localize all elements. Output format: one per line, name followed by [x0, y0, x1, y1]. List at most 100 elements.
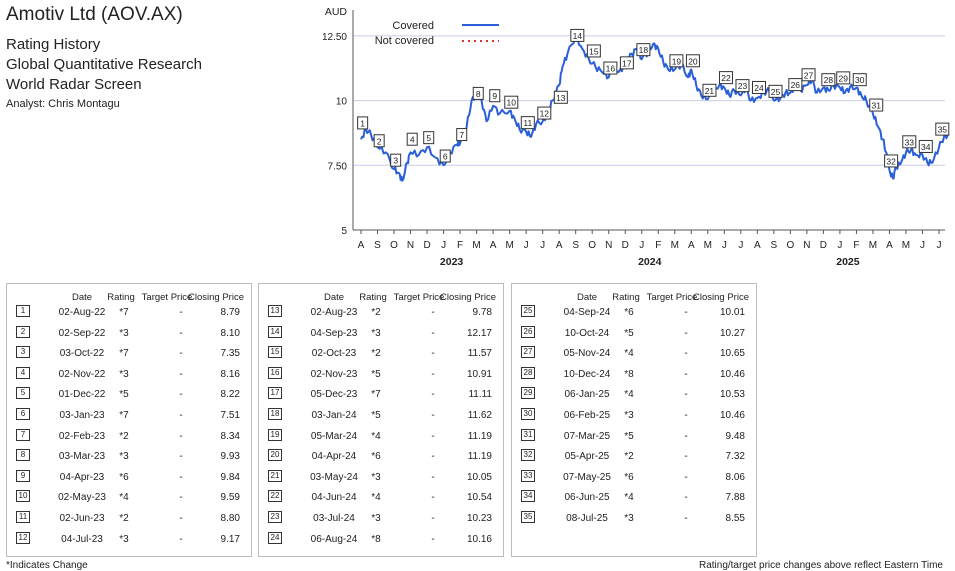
rating-marker-label: 5: [426, 133, 431, 143]
header-date: Date: [71, 292, 93, 303]
row-closing-price: 8.06: [725, 471, 745, 483]
rating-marker: [751, 80, 766, 94]
row-target-price: -: [179, 430, 183, 442]
rating-marker: [918, 139, 933, 153]
row-number: 2: [16, 325, 30, 338]
row-closing-price: 11.19: [467, 451, 492, 463]
row-number: 33: [521, 469, 535, 482]
row-rating: *2: [624, 451, 634, 463]
header-target-price: Target Price: [646, 292, 698, 303]
row-number: 16: [268, 366, 282, 379]
row-number: 15: [268, 346, 282, 359]
x-tick-label: S: [771, 240, 778, 251]
x-tick-label: M: [704, 240, 712, 251]
row-rating: *6: [624, 307, 634, 318]
row-date: 05-Mar-24: [310, 430, 358, 442]
legend-not-covered-label: Not covered: [375, 35, 434, 47]
row-rating: *4: [624, 492, 634, 504]
row-rating: *2: [119, 430, 129, 442]
row-date: 01-Dec-22: [58, 389, 106, 401]
rating-marker-label: 18: [639, 45, 649, 55]
y-axis-label: AUD: [325, 6, 348, 18]
analyst-name: Analyst: Chris Montagu: [6, 98, 120, 110]
row-date: 04-Jul-23: [61, 533, 103, 545]
row-date: 06-Feb-25: [563, 410, 611, 421]
row-date: 04-Sep-23: [310, 327, 358, 339]
x-tick-label: M: [505, 240, 513, 251]
row-target-price: -: [431, 348, 435, 360]
header-closing-price: Closing Price: [693, 292, 749, 303]
rating-marker-label: 16: [606, 64, 616, 74]
row-target-price: -: [684, 410, 688, 421]
row-target-price: -: [431, 389, 435, 401]
row-closing-price: 11.19: [467, 430, 492, 442]
table-row: 11 02-Jun-23 *2 - 8.80: [7, 511, 251, 527]
rating-marker: [373, 134, 385, 148]
rating-marker-label: 24: [754, 83, 764, 93]
row-number: 18: [268, 408, 282, 420]
row-number: 10: [16, 490, 30, 503]
row-number: 24: [268, 531, 282, 544]
row-rating: *3: [371, 471, 381, 483]
table-row: 32 05-Apr-25 *2 - 7.32: [512, 449, 756, 465]
subtitle-rating-history: Rating History: [6, 36, 101, 53]
x-tick-label: F: [853, 240, 859, 251]
rating-marker-label: 17: [622, 58, 632, 68]
header-date: Date: [323, 292, 345, 303]
row-rating: *6: [119, 471, 129, 483]
rating-marker: [768, 84, 783, 98]
x-tick-label: N: [407, 240, 414, 251]
row-rating: *2: [371, 348, 381, 360]
header-rating: Rating: [107, 292, 135, 303]
row-date: 02-May-23: [58, 492, 106, 504]
rating-marker: [619, 56, 634, 70]
row-number: 12: [16, 531, 30, 544]
rating-marker: [801, 68, 816, 82]
table-row: 29 06-Jan-25 *4 - 10.53: [512, 387, 756, 403]
table-row: 24 06-Aug-24 *8 - 10.16: [259, 531, 503, 548]
row-date: 05-Dec-23: [310, 389, 358, 401]
row-rating: *3: [371, 513, 381, 524]
table-row: 34 06-Jun-25 *4 - 7.88: [512, 490, 756, 506]
row-target-price: -: [431, 492, 435, 504]
rating-marker: [935, 122, 950, 136]
row-number: 30: [521, 408, 535, 420]
row-rating: *4: [371, 492, 381, 504]
rating-marker: [735, 79, 750, 93]
subtitle-screen: World Radar Screen: [6, 76, 142, 93]
header-date: Date: [576, 292, 598, 303]
x-tick-label: O: [390, 240, 398, 251]
x-tick-label: N: [803, 240, 810, 251]
row-closing-price: 10.65: [719, 348, 745, 360]
row-target-price: -: [684, 307, 688, 318]
row-date: 03-May-24: [310, 471, 358, 483]
rating-marker-label: 13: [556, 93, 566, 103]
rating-marker-label: 19: [672, 56, 682, 66]
row-target-price: -: [684, 430, 688, 442]
row-number: 21: [268, 469, 282, 482]
rating-marker: [520, 116, 535, 130]
row-closing-price: 8.55: [725, 513, 745, 524]
x-tick-label: O: [786, 240, 794, 251]
x-tick-label: A: [688, 240, 695, 251]
x-tick-label: M: [869, 240, 877, 251]
table-row: 20 04-Apr-24 *6 - 11.19: [259, 449, 503, 465]
row-rating: *5: [624, 430, 634, 442]
table-row: 33 07-May-25 *6 - 8.06: [512, 469, 756, 486]
table-row: 12 04-Jul-23 *3 - 9.17: [7, 531, 251, 548]
row-target-price: -: [684, 389, 688, 401]
row-rating: *6: [624, 471, 634, 483]
table-row: 31 07-Mar-25 *5 - 9.48: [512, 428, 756, 445]
row-closing-price: 8.79: [220, 307, 240, 318]
row-date: 02-Nov-23: [310, 368, 358, 380]
row-rating: *5: [119, 389, 129, 401]
table-row: 13 02-Aug-23 *2 - 9.78: [259, 305, 503, 321]
rating-marker: [357, 116, 369, 130]
row-date: 02-Aug-22: [58, 307, 106, 318]
x-tick-label: M: [902, 240, 910, 251]
x-tick-label: O: [588, 240, 596, 251]
rating-marker: [406, 132, 418, 146]
row-date: 02-Aug-23: [310, 307, 358, 318]
row-date: 10-Oct-24: [564, 327, 610, 339]
row-number: 23: [268, 511, 282, 523]
